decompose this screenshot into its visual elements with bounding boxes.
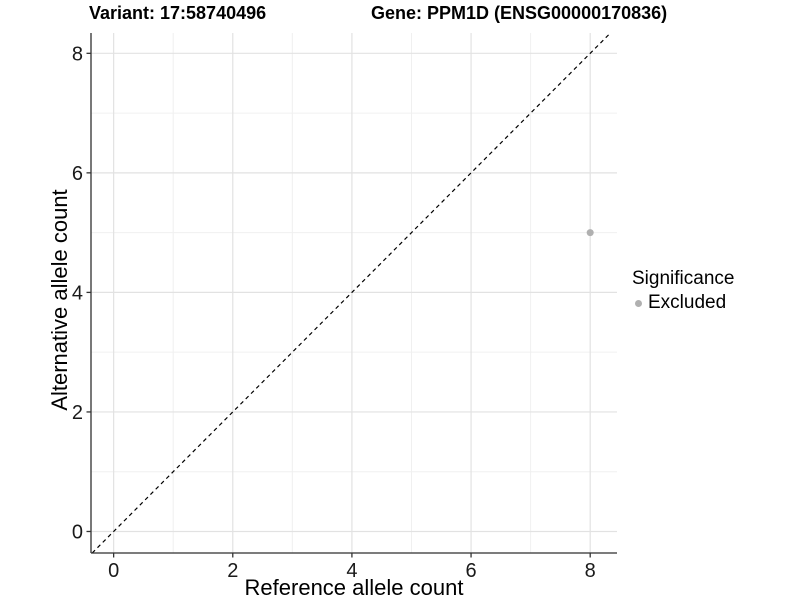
- x-tick-label: 8: [585, 560, 596, 582]
- y-tick-label: 8: [72, 43, 83, 65]
- legend: Significance Excluded: [632, 268, 734, 314]
- x-tick-label: 6: [465, 560, 476, 582]
- y-tick-label: 0: [72, 521, 83, 543]
- legend-title: Significance: [632, 268, 735, 289]
- legend-entry-label: Excluded: [648, 292, 727, 313]
- identity-dashed-line: [91, 32, 611, 554]
- y-tick-label: 6: [72, 163, 83, 185]
- y-tick-label: 4: [72, 282, 83, 304]
- legend-key-dot-icon: [635, 299, 642, 307]
- plot-title-gene: Gene: PPM1D (ENSG00000170836): [371, 3, 668, 23]
- legend-entry: Excluded: [632, 292, 734, 314]
- x-tick-label: 4: [346, 560, 357, 582]
- x-tick-label: 2: [227, 560, 238, 582]
- y-tick-label: 2: [72, 402, 83, 424]
- x-axis-title: Reference allele count: [244, 575, 464, 600]
- y-axis-title: Alternative allele count: [47, 189, 72, 411]
- data-point: [586, 229, 594, 237]
- x-tick-label: 0: [108, 560, 119, 582]
- plot-title-variant: Variant: 17:58740496: [89, 3, 267, 23]
